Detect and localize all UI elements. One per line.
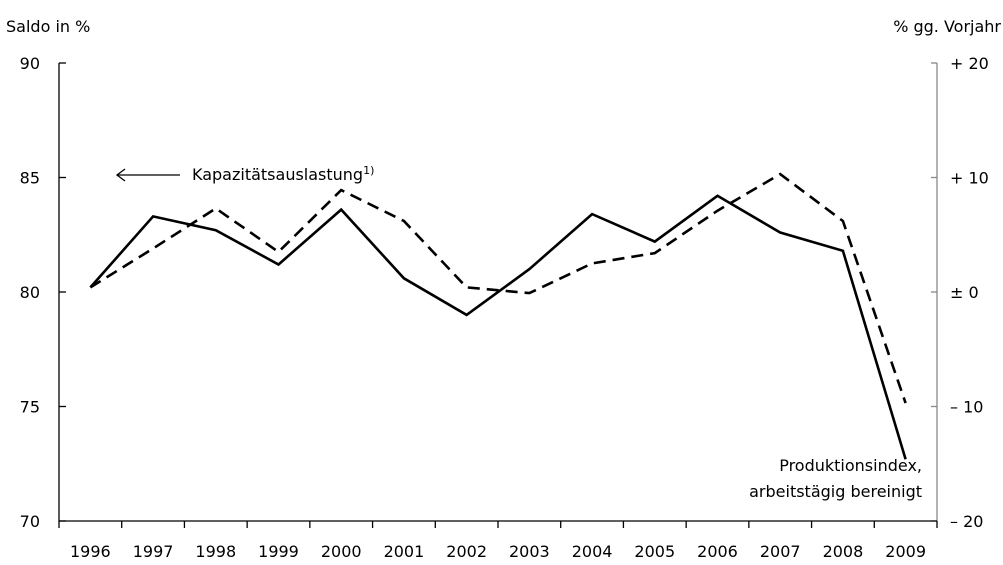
x-tick-label: 2008 — [823, 542, 864, 561]
x-tick-label: 1999 — [258, 542, 299, 561]
x-tick-label: 2007 — [760, 542, 801, 561]
x-tick-label: 2003 — [509, 542, 550, 561]
left-tick-label: 90 — [20, 54, 40, 73]
x-tick-label: 2004 — [572, 542, 613, 561]
produktion-label-line-1: Produktionsindex, — [779, 456, 922, 475]
x-tick-label: 2000 — [321, 542, 362, 561]
kapazitaet-label: Kapazitätsauslastung1) — [192, 164, 374, 184]
series-line-produktion — [89, 172, 907, 404]
right-tick-label: – 20 — [950, 512, 983, 531]
footnote-marker: 1) — [363, 164, 374, 177]
right-tick-label: + 10 — [950, 169, 989, 188]
left-arrow-head-icon — [115, 168, 126, 182]
series-line-kapazitaet — [89, 194, 907, 460]
right-tick-label: + 20 — [950, 54, 989, 73]
produktion-label-line-2: arbeitstägig bereinigt — [749, 482, 922, 501]
left-axis: 90 85 80 75 70 — [20, 54, 66, 531]
x-tick-label: 2009 — [885, 542, 926, 561]
left-axis-title: Saldo in % — [6, 17, 90, 36]
x-tick-label: 1998 — [195, 542, 236, 561]
x-tick-label: 2001 — [384, 542, 425, 561]
x-axis: 1996 1997 1998 1999 2000 2001 2002 2003 2004 2005… — [58, 520, 938, 561]
left-tick-label: 75 — [20, 398, 40, 417]
produktion-annotation: Produktionsindex, arbeitstägig bereinigt — [749, 456, 922, 501]
kapazitaet-annotation: Kapazitätsauslastung1) — [115, 164, 374, 184]
right-axis-title: % gg. Vorjahr — [893, 17, 1001, 36]
x-tick-label: 1997 — [133, 542, 174, 561]
left-tick-label: 80 — [20, 283, 40, 302]
x-tick-label: 2002 — [446, 542, 487, 561]
x-tick-label: 1996 — [70, 542, 111, 561]
x-tick-label: 2005 — [634, 542, 675, 561]
left-tick-label: 85 — [20, 169, 40, 188]
right-tick-label: ± 0 — [950, 283, 979, 302]
series-layer — [89, 172, 907, 460]
right-tick-label: – 10 — [950, 398, 983, 417]
x-tick-label: 2006 — [697, 542, 738, 561]
right-axis: + 20 + 10 ± 0 – 10 – 20 — [931, 54, 989, 531]
left-tick-label: 70 — [20, 512, 40, 531]
